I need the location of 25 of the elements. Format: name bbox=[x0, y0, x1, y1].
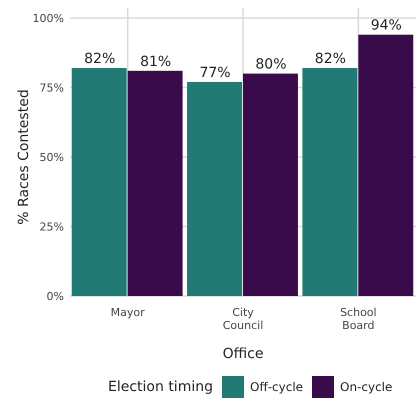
data-label: 77% bbox=[199, 64, 231, 81]
data-label: 81% bbox=[140, 54, 172, 70]
x-tick-label: School Board bbox=[340, 306, 377, 332]
x-tick-label: Mayor bbox=[110, 306, 146, 319]
x-tick-label: City Council bbox=[222, 306, 264, 332]
legend-label: Off-cycle bbox=[250, 380, 304, 394]
bar bbox=[187, 82, 242, 296]
y-tick-label: 50% bbox=[40, 150, 64, 164]
y-tick-label: 75% bbox=[40, 81, 64, 94]
bar bbox=[302, 68, 358, 296]
x-axis-title: Office bbox=[222, 346, 264, 362]
bar bbox=[72, 68, 127, 296]
legend-title: Election timing bbox=[108, 379, 213, 395]
y-tick-label: 0% bbox=[46, 290, 64, 303]
data-label: 94% bbox=[370, 18, 402, 34]
bar bbox=[243, 74, 298, 296]
y-tick-label: 100% bbox=[32, 12, 64, 25]
legend-label: On-cycle bbox=[340, 380, 392, 394]
data-label: 82% bbox=[314, 51, 346, 68]
data-label: 82% bbox=[84, 51, 116, 68]
data-label: 80% bbox=[255, 56, 287, 73]
y-tick-label: 25% bbox=[40, 220, 64, 234]
bar bbox=[128, 70, 183, 296]
bar bbox=[358, 34, 414, 296]
y-axis-title: % Races Contested bbox=[16, 89, 32, 225]
